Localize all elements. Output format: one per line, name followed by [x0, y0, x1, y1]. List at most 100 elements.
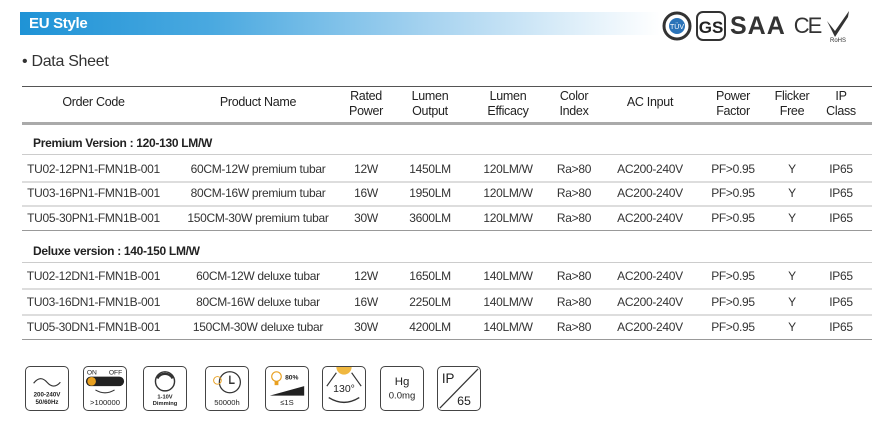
table-cell: TU02-12DN1-FMN1B-001 — [26, 269, 161, 283]
column-header: Lumen Efficacy — [475, 89, 541, 119]
certification-logos: TÜV GS SAA CE RoHS — [662, 8, 852, 44]
table-cell: 120LM/W — [483, 186, 533, 200]
lifetime-clock-icon: 50000h — [205, 366, 249, 411]
table-cell: PF>0.95 — [711, 186, 755, 200]
row-divider — [22, 230, 872, 231]
column-header: IP Class — [820, 89, 862, 119]
table-cell: Y — [788, 269, 796, 283]
table-cell: 80CM-16W premium tubar — [190, 186, 326, 200]
table-cell: 150CM-30W premium tubar — [187, 211, 329, 225]
table-cell: 30W — [354, 211, 378, 225]
table-cell: 140LM/W — [483, 295, 533, 309]
beam-angle-icon: 130° — [322, 366, 366, 411]
table-cell: 12W — [354, 162, 378, 176]
column-header: Power Factor — [703, 89, 763, 119]
gs-logo-icon: GS — [696, 11, 726, 41]
banner-title: EU Style — [29, 15, 88, 32]
table-cell: Y — [788, 320, 796, 334]
column-header: AC Input — [626, 95, 674, 109]
row-divider — [22, 288, 872, 290]
table-cell: PF>0.95 — [711, 295, 755, 309]
table-cell: 2250LM — [409, 295, 451, 309]
table-cell: 1950LM — [409, 186, 451, 200]
table-cell: 16W — [354, 186, 378, 200]
section-banner: EU Style — [20, 12, 660, 35]
group-label: Deluxe version : 140-150 LM/W — [33, 244, 200, 258]
table-cell: 140LM/W — [483, 320, 533, 334]
table-cell: PF>0.95 — [711, 320, 755, 334]
table-cell: IP65 — [829, 211, 853, 225]
row-divider — [22, 339, 872, 340]
icon-label: 130° — [333, 383, 355, 395]
icon-label: 50000h — [214, 398, 239, 407]
icon-label: ON — [87, 370, 97, 377]
icon-label: Hg — [395, 376, 410, 388]
instant-start-icon: 80% ≤1S — [265, 366, 309, 411]
tuv-logo-icon: TÜV — [662, 11, 692, 41]
table-cell: 4200LM — [409, 320, 451, 334]
table-cell: 150CM-30W deluxe tubar — [192, 320, 324, 334]
table-cell: 60CM-12W deluxe tubar — [196, 269, 320, 283]
table-cell: TU02-12PN1-FMN1B-001 — [27, 162, 160, 176]
table-cell: AC200-240V — [617, 186, 683, 200]
table-cell: TU03-16PN1-FMN1B-001 — [27, 186, 160, 200]
icon-label: 50/60Hz — [35, 399, 58, 406]
header-line: Free — [779, 104, 805, 118]
table-cell: AC200-240V — [617, 162, 683, 176]
table-cell: Y — [788, 295, 796, 309]
table-cell: Ra>80 — [556, 162, 592, 176]
group-divider — [22, 262, 872, 263]
table-cell: IP65 — [829, 269, 853, 283]
table-top-border — [22, 86, 872, 87]
header-line: Factor — [716, 104, 750, 118]
column-header: Flicker Free — [767, 89, 817, 119]
table-cell: 1650LM — [409, 269, 451, 283]
table-cell: IP65 — [829, 162, 853, 176]
icon-label: 0.0mg — [389, 391, 416, 402]
table-cell: AC200-240V — [617, 295, 683, 309]
header-line: IP — [835, 89, 847, 103]
icon-label: OFF — [109, 370, 122, 377]
table-cell: 60CM-12W premium tubar — [190, 162, 326, 176]
ip-rating-icon: IP 65 — [437, 366, 481, 411]
svg-text:TÜV: TÜV — [670, 23, 684, 31]
row-divider — [22, 181, 872, 183]
mercury-free-icon: Hg 0.0mg — [380, 366, 424, 411]
icon-label: 1-10V — [157, 395, 172, 401]
icon-label: 80% — [285, 374, 298, 381]
table-cell: PF>0.95 — [711, 211, 755, 225]
column-header: Product Name — [219, 95, 297, 109]
header-line: Power — [716, 89, 750, 103]
table-cell: 1450LM — [409, 162, 451, 176]
header-line: Color — [559, 89, 589, 103]
table-cell: Ra>80 — [556, 186, 592, 200]
column-header: Rated Power — [340, 89, 392, 119]
header-line: Lumen — [489, 89, 527, 103]
table-cell: 3600LM — [409, 211, 451, 225]
header-line: Efficacy — [487, 104, 529, 118]
group-label: Premium Version : 120-130 LM/W — [33, 136, 213, 150]
table-cell: TU05-30PN1-FMN1B-001 — [27, 211, 160, 225]
column-header: Order Code — [62, 95, 125, 109]
header-line: Power — [349, 104, 383, 118]
table-cell: AC200-240V — [617, 211, 683, 225]
saa-logo: SAA — [730, 11, 786, 40]
table-cell: 16W — [354, 295, 378, 309]
icon-label: 65 — [457, 394, 471, 408]
icon-label: >100000 — [90, 398, 120, 407]
table-cell: AC200-240V — [617, 269, 683, 283]
table-cell: PF>0.95 — [711, 269, 755, 283]
table-cell: 80CM-16W deluxe tubar — [196, 295, 320, 309]
table-cell: 140LM/W — [483, 269, 533, 283]
icon-label: ≤1S — [280, 398, 294, 407]
section-title: • Data Sheet — [22, 53, 109, 70]
table-cell: TU05-30DN1-FMN1B-001 — [26, 320, 161, 334]
header-line: Rated — [350, 89, 382, 103]
table-cell: Ra>80 — [556, 320, 592, 334]
column-header: Lumen Output — [400, 89, 460, 119]
dimming-knob-icon: 1-10V Dimming — [143, 366, 187, 411]
group-divider — [22, 154, 872, 155]
table-cell: TU03-16DN1-FMN1B-001 — [26, 295, 161, 309]
table-cell: Ra>80 — [556, 295, 592, 309]
rohs-check-icon: RoHS — [827, 11, 850, 43]
